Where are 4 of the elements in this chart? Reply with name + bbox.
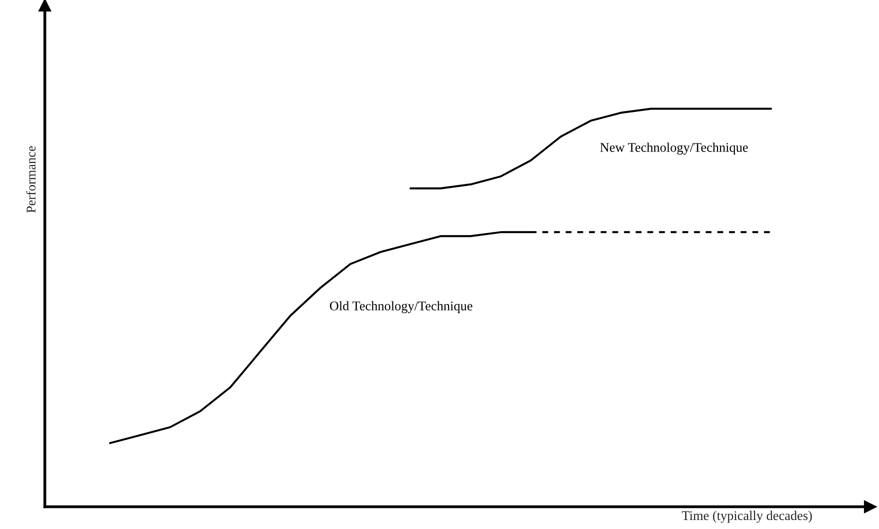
series-label: New Technology/Technique	[600, 142, 748, 155]
series-label: Old Technology/Technique	[330, 301, 472, 314]
y-axis-title: Performance	[26, 146, 36, 213]
x-axis-title: Time (typically decades)	[682, 510, 812, 523]
